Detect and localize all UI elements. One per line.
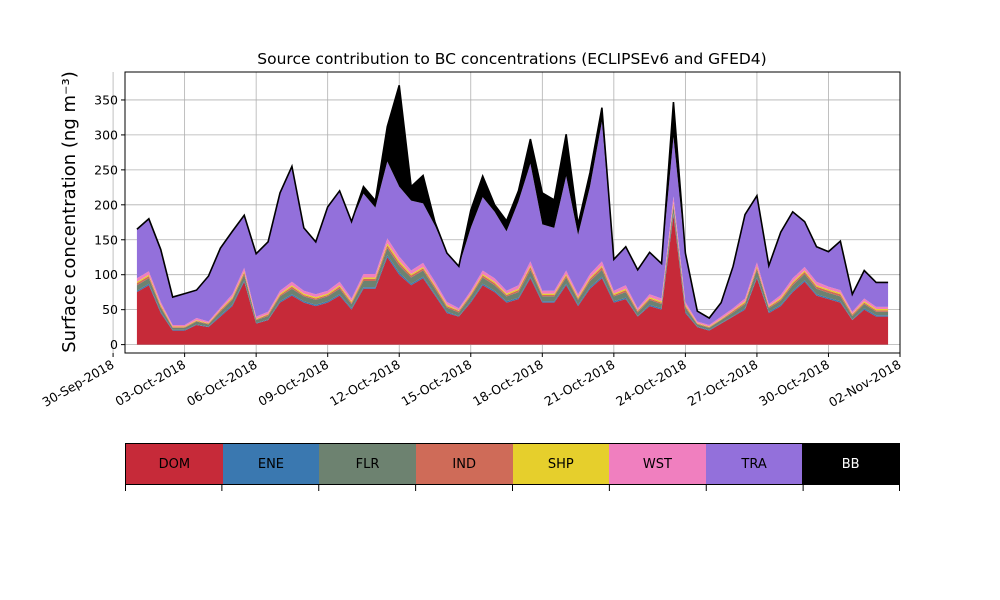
x-tick-label: 24-Oct-2018 <box>613 357 689 409</box>
x-tick-label: 30-Sep-2018 <box>40 357 117 410</box>
x-tick-label: 09-Oct-2018 <box>256 357 332 409</box>
colorbar-legend: DOM ENE FLR IND SHP WST TRA BB <box>125 443 900 485</box>
x-tick-label: 21-Oct-2018 <box>542 357 618 409</box>
area-dom <box>136 215 889 345</box>
x-tick-label: 30-Oct-2018 <box>756 357 832 409</box>
x-tick-label: 02-Nov-2018 <box>826 357 904 410</box>
legend-item-bb: BB <box>802 444 899 484</box>
legend-item-flr: FLR <box>319 444 416 484</box>
total-outline-layer <box>136 85 889 320</box>
y-tick-label: 250 <box>94 162 118 177</box>
y-tick-label: 100 <box>94 267 118 282</box>
x-tick-label: 06-Oct-2018 <box>184 357 260 409</box>
legend-item-ind: IND <box>415 444 513 484</box>
area-wst <box>136 196 889 327</box>
y-axis-label: Surface concentration (ng m⁻³) <box>59 71 80 353</box>
legend-ticks <box>125 485 900 491</box>
y-tick-label: 300 <box>94 127 118 142</box>
chart-title: Source contribution to BC concentrations… <box>257 50 766 68</box>
legend-item-ene: ENE <box>222 444 320 484</box>
plot-frame <box>124 71 901 354</box>
area-ind <box>136 203 889 328</box>
total-line <box>136 85 889 320</box>
y-tick-label: 50 <box>102 302 118 317</box>
area-shp <box>136 202 889 328</box>
x-tick-label: 27-Oct-2018 <box>685 357 761 409</box>
legend-item-tra: TRA <box>705 444 803 484</box>
x-tick-label: 12-Oct-2018 <box>327 357 403 409</box>
area-flr <box>136 206 889 330</box>
area-tra <box>136 121 889 326</box>
legend-item-shp: SHP <box>512 444 610 484</box>
y-tick-label: 350 <box>94 92 118 107</box>
legend-item-wst: WST <box>609 444 706 484</box>
x-tick-label: 15-Oct-2018 <box>399 357 475 409</box>
x-tick-label: 18-Oct-2018 <box>470 357 546 409</box>
x-axis-ticks: 30-Sep-201803-Oct-201806-Oct-201809-Oct-… <box>40 353 904 410</box>
y-tick-label: 0 <box>110 337 118 352</box>
y-tick-label: 150 <box>94 232 118 247</box>
y-tick-label: 200 <box>94 197 118 212</box>
legend-item-dom: DOM <box>126 444 223 484</box>
y-axis-ticks: 0 50 100 150 200 250 300 350 <box>94 92 125 352</box>
x-tick-label: 03-Oct-2018 <box>112 357 188 409</box>
stacked-area-layer <box>136 85 889 345</box>
